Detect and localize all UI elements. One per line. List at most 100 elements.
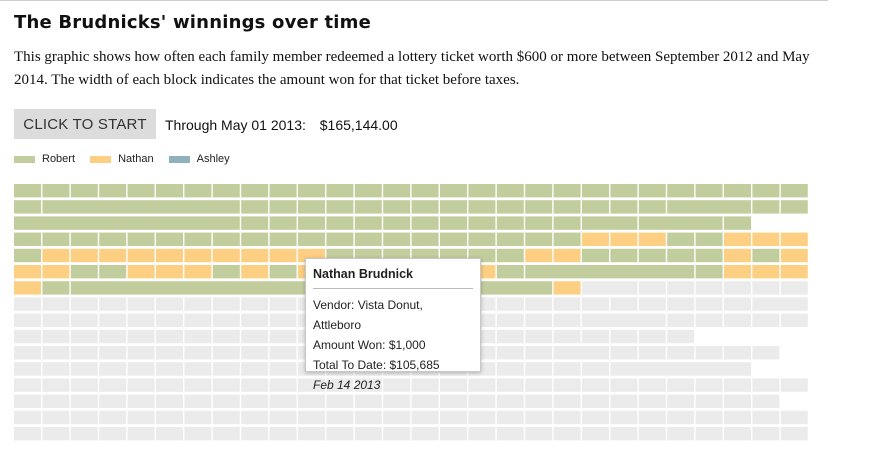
unrevealed-block[interactable]	[525, 362, 553, 376]
ticket-block[interactable]	[553, 184, 581, 198]
ticket-block[interactable]	[127, 265, 155, 279]
unrevealed-block[interactable]	[70, 378, 98, 392]
ticket-block[interactable]	[638, 216, 723, 230]
ticket-block[interactable]	[326, 200, 354, 214]
ticket-block[interactable]	[411, 232, 439, 246]
unrevealed-block[interactable]	[269, 394, 297, 408]
ticket-block[interactable]	[241, 232, 269, 246]
unrevealed-block[interactable]	[42, 362, 70, 376]
ticket-block[interactable]	[70, 265, 98, 279]
unrevealed-block[interactable]	[724, 427, 751, 441]
unrevealed-block[interactable]	[70, 346, 98, 360]
ticket-block[interactable]	[667, 184, 695, 198]
unrevealed-block[interactable]	[610, 410, 638, 425]
ticket-block[interactable]	[468, 216, 496, 230]
ticket-block[interactable]	[241, 184, 269, 198]
ticket-block[interactable]	[14, 248, 41, 263]
unrevealed-block[interactable]	[99, 329, 127, 344]
unrevealed-block[interactable]	[440, 378, 467, 392]
ticket-block[interactable]	[667, 232, 695, 246]
ticket-block[interactable]	[70, 248, 98, 263]
unrevealed-block[interactable]	[638, 394, 666, 408]
unrevealed-block[interactable]	[326, 378, 354, 392]
unrevealed-block[interactable]	[326, 427, 354, 441]
unrevealed-block[interactable]	[553, 362, 581, 376]
ticket-block[interactable]	[525, 200, 553, 214]
unrevealed-block[interactable]	[496, 297, 524, 311]
unrevealed-block[interactable]	[610, 427, 638, 441]
unrevealed-block[interactable]	[156, 346, 183, 360]
unrevealed-block[interactable]	[42, 329, 70, 344]
ticket-block[interactable]	[724, 216, 751, 230]
unrevealed-block[interactable]	[70, 297, 98, 311]
ticket-block[interactable]	[156, 184, 183, 198]
unrevealed-block[interactable]	[582, 297, 609, 311]
unrevealed-block[interactable]	[212, 362, 240, 376]
unrevealed-block[interactable]	[212, 329, 240, 344]
unrevealed-block[interactable]	[212, 394, 240, 408]
unrevealed-block[interactable]	[724, 346, 751, 360]
unrevealed-block[interactable]	[724, 378, 751, 392]
ticket-block[interactable]	[42, 281, 70, 295]
unrevealed-block[interactable]	[525, 394, 553, 408]
ticket-block[interactable]	[99, 184, 127, 198]
unrevealed-block[interactable]	[553, 378, 581, 392]
unrevealed-block[interactable]	[638, 378, 666, 392]
unrevealed-block[interactable]	[440, 427, 467, 441]
unrevealed-block[interactable]	[724, 297, 751, 311]
ticket-block[interactable]	[70, 232, 98, 246]
unrevealed-block[interactable]	[667, 410, 695, 425]
ticket-block[interactable]	[496, 232, 524, 246]
ticket-block[interactable]	[127, 184, 155, 198]
unrevealed-block[interactable]	[383, 410, 411, 425]
ticket-block[interactable]	[724, 248, 751, 263]
unrevealed-block[interactable]	[496, 313, 524, 327]
ticket-block[interactable]	[156, 232, 183, 246]
unrevealed-block[interactable]	[468, 394, 496, 408]
unrevealed-block[interactable]	[695, 394, 723, 408]
unrevealed-block[interactable]	[156, 378, 183, 392]
unrevealed-block[interactable]	[496, 378, 524, 392]
unrevealed-block[interactable]	[269, 362, 297, 376]
unrevealed-block[interactable]	[582, 362, 609, 376]
unrevealed-block[interactable]	[298, 410, 325, 425]
ticket-block[interactable]	[127, 232, 155, 246]
ticket-block[interactable]	[752, 265, 780, 279]
ticket-block[interactable]	[184, 232, 212, 246]
unrevealed-block[interactable]	[638, 329, 666, 344]
ticket-block[interactable]	[383, 232, 411, 246]
ticket-block[interactable]	[610, 200, 638, 214]
unrevealed-block[interactable]	[780, 378, 808, 392]
unrevealed-block[interactable]	[42, 346, 70, 360]
ticket-block[interactable]	[42, 248, 70, 263]
ticket-block[interactable]	[525, 265, 695, 279]
unrevealed-block[interactable]	[638, 346, 666, 360]
ticket-block[interactable]	[70, 184, 98, 198]
ticket-block[interactable]	[99, 265, 127, 279]
ticket-block[interactable]	[99, 232, 127, 246]
unrevealed-block[interactable]	[99, 394, 127, 408]
ticket-block[interactable]	[383, 216, 411, 230]
unrevealed-block[interactable]	[241, 346, 269, 360]
unrevealed-block[interactable]	[695, 427, 723, 441]
ticket-block[interactable]	[354, 216, 382, 230]
unrevealed-block[interactable]	[667, 346, 695, 360]
unrevealed-block[interactable]	[184, 394, 212, 408]
ticket-block[interactable]	[610, 232, 638, 246]
ticket-block[interactable]	[638, 184, 666, 198]
unrevealed-block[interactable]	[752, 427, 780, 441]
unrevealed-block[interactable]	[667, 427, 695, 441]
unrevealed-block[interactable]	[610, 346, 638, 360]
unrevealed-block[interactable]	[582, 281, 638, 295]
ticket-block[interactable]	[14, 184, 41, 198]
unrevealed-block[interactable]	[42, 297, 70, 311]
ticket-block[interactable]	[156, 248, 183, 263]
unrevealed-block[interactable]	[99, 346, 127, 360]
unrevealed-block[interactable]	[496, 346, 524, 360]
ticket-block[interactable]	[468, 184, 496, 198]
ticket-block[interactable]	[269, 248, 297, 263]
ticket-block[interactable]	[269, 232, 297, 246]
ticket-block[interactable]	[695, 248, 723, 263]
ticket-block[interactable]	[724, 184, 751, 198]
unrevealed-block[interactable]	[553, 394, 581, 408]
